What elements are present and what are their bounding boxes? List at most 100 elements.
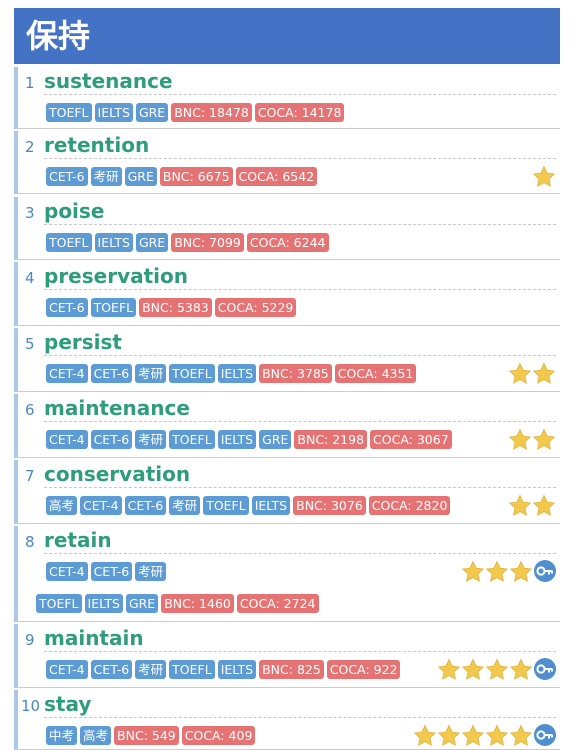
bnc-frequency: BNC: 549 xyxy=(114,726,179,745)
exam-tag: 考研 xyxy=(135,430,167,449)
exam-tags: CET-4 CET-6 考研 TOEFL IELTS BNC: 3785 COCA: 435… xyxy=(46,364,417,383)
entry-word[interactable]: maintenance xyxy=(44,396,190,420)
star-icon xyxy=(485,560,509,582)
exam-tag: IELTS xyxy=(251,496,291,515)
exam-tag: CET-6 xyxy=(90,430,133,449)
entry-word[interactable]: sustenance xyxy=(44,69,173,93)
exam-tag: CET-6 xyxy=(46,298,88,317)
exam-tag: CET-4 xyxy=(46,430,88,449)
star-icon xyxy=(509,724,533,746)
entry-word[interactable]: stay xyxy=(44,692,92,716)
star-rating xyxy=(508,362,556,384)
exam-tag: TOEFL xyxy=(90,298,137,317)
star-rating xyxy=(461,560,556,582)
exam-tag: IELTS xyxy=(217,430,257,449)
coca-frequency: COCA: 5229 xyxy=(214,298,297,317)
entry-number: 2 xyxy=(25,138,35,156)
exam-tags: 高考 CET-4 CET-6 考研 TOEFL IELTS BNC: 3076 COCA: 2… xyxy=(46,496,451,515)
entry-number: 5 xyxy=(25,335,35,353)
list-item[interactable]: 5 persist CET-4 CET-6 考研 TOEFL IELTS BNC: 3785 C… xyxy=(14,328,560,392)
bnc-frequency: BNC: 1460 xyxy=(161,594,234,613)
star-rating xyxy=(508,494,556,516)
key-icon[interactable] xyxy=(534,560,556,582)
entry-word[interactable]: poise xyxy=(44,199,105,223)
list-item[interactable]: 3 poise TOEFL IELTS GRE BNC: 7099 COCA: 6244 xyxy=(14,197,560,260)
star-icon xyxy=(508,428,532,450)
star-icon xyxy=(532,362,556,384)
dotted-divider xyxy=(44,717,556,718)
exam-tag: CET-4 xyxy=(46,660,88,679)
list-item[interactable]: 10 stay 中考 高考 BNC: 549 COCA: 409 xyxy=(14,690,560,750)
entry-word[interactable]: persist xyxy=(44,330,122,354)
exam-tag: CET-4 xyxy=(80,496,122,515)
exam-tags: TOEFL IELTS GRE BNC: 18478 COCA: 14178 xyxy=(46,103,345,122)
exam-tag: TOEFL xyxy=(169,660,215,679)
exam-tag: TOEFL xyxy=(203,496,249,515)
exam-tag: GRE xyxy=(259,430,292,449)
entry-number: 8 xyxy=(25,533,35,551)
list-item[interactable]: 7 conservation 高考 CET-4 CET-6 考研 TOEFL IELTS BNC… xyxy=(14,460,560,524)
list-item[interactable]: 6 maintenance CET-4 CET-6 考研 TOEFL IELTS GRE BNC… xyxy=(14,394,560,458)
exam-tags: CET-6 考研 GRE BNC: 6675 COCA: 6542 xyxy=(46,167,318,186)
exam-tag: IELTS xyxy=(94,103,133,122)
star-icon xyxy=(508,362,532,384)
list-item[interactable]: 2 retention CET-6 考研 GRE BNC: 6675 COCA: 6542 xyxy=(14,131,560,194)
entry-word[interactable]: retain xyxy=(44,528,112,552)
exam-tag: IELTS xyxy=(84,594,123,613)
exam-tags: CET-4 CET-6 考研 TOEFL IELTS GRE BNC: 2198 COCA: … xyxy=(46,430,452,449)
entry-word[interactable]: maintain xyxy=(44,626,144,650)
exam-tag: CET-6 xyxy=(124,496,167,515)
exam-tag: TOEFL xyxy=(169,430,215,449)
exam-tag: 考研 xyxy=(135,364,167,383)
exam-tag: 高考 xyxy=(46,496,78,515)
exam-tag: 高考 xyxy=(80,726,112,745)
list-item[interactable]: 8 retain TOEFL IELTS GRE BNC: 1460 COCA: 2724 C… xyxy=(14,526,560,622)
coca-frequency: COCA: 6542 xyxy=(235,167,318,186)
key-icon[interactable] xyxy=(534,658,556,680)
dotted-divider xyxy=(44,651,556,652)
key-icon[interactable] xyxy=(534,724,556,746)
star-icon xyxy=(509,658,533,680)
bnc-frequency: BNC: 18478 xyxy=(171,103,252,122)
dotted-divider xyxy=(44,355,556,356)
star-icon xyxy=(461,560,485,582)
entry-word[interactable]: conservation xyxy=(44,462,191,486)
coca-frequency: COCA: 3067 xyxy=(370,430,452,449)
dotted-divider xyxy=(44,158,556,159)
coca-frequency: COCA: 14178 xyxy=(254,103,345,122)
star-icon xyxy=(461,724,485,746)
exam-tag: 考研 xyxy=(90,167,122,186)
bnc-frequency: BNC: 5383 xyxy=(139,298,212,317)
coca-frequency: COCA: 409 xyxy=(181,726,256,745)
star-rating xyxy=(437,658,556,680)
exam-tag: GRE xyxy=(124,167,157,186)
entry-number: 10 xyxy=(21,697,41,715)
exam-tag: TOEFL xyxy=(36,594,82,613)
dotted-divider xyxy=(44,224,556,225)
entry-word[interactable]: preservation xyxy=(44,264,189,288)
star-rating xyxy=(532,165,556,187)
exam-tag: CET-6 xyxy=(90,660,133,679)
list-item[interactable]: 9 maintain CET-4 CET-6 考研 TOEFL IELTS BNC: 825 C… xyxy=(14,624,560,688)
dotted-divider xyxy=(44,94,556,95)
bnc-frequency: BNC: 825 xyxy=(259,660,324,679)
entry-number: 3 xyxy=(25,204,35,222)
list-item[interactable]: 1 sustenance TOEFL IELTS GRE BNC: 18478 COCA: … xyxy=(14,67,560,129)
coca-frequency: COCA: 2820 xyxy=(368,496,451,515)
bnc-frequency: BNC: 3785 xyxy=(259,364,332,383)
star-icon xyxy=(532,165,556,187)
entry-number: 4 xyxy=(25,269,35,287)
star-icon xyxy=(532,494,556,516)
exam-tag: IELTS xyxy=(94,233,133,252)
exam-tag: IELTS xyxy=(217,364,257,383)
exam-tag: GRE xyxy=(135,233,169,252)
exam-tag: TOEFL xyxy=(169,364,215,383)
entry-word[interactable]: retention xyxy=(44,133,150,157)
exam-tag: GRE xyxy=(125,594,159,613)
bnc-frequency: BNC: 2198 xyxy=(294,430,368,449)
entry-number: 7 xyxy=(25,467,35,485)
dotted-divider xyxy=(44,487,556,488)
list-item[interactable]: 4 preservation CET-6 TOEFL BNC: 5383 COCA: 52… xyxy=(14,262,560,326)
star-icon xyxy=(413,724,437,746)
star-rating xyxy=(413,724,556,746)
